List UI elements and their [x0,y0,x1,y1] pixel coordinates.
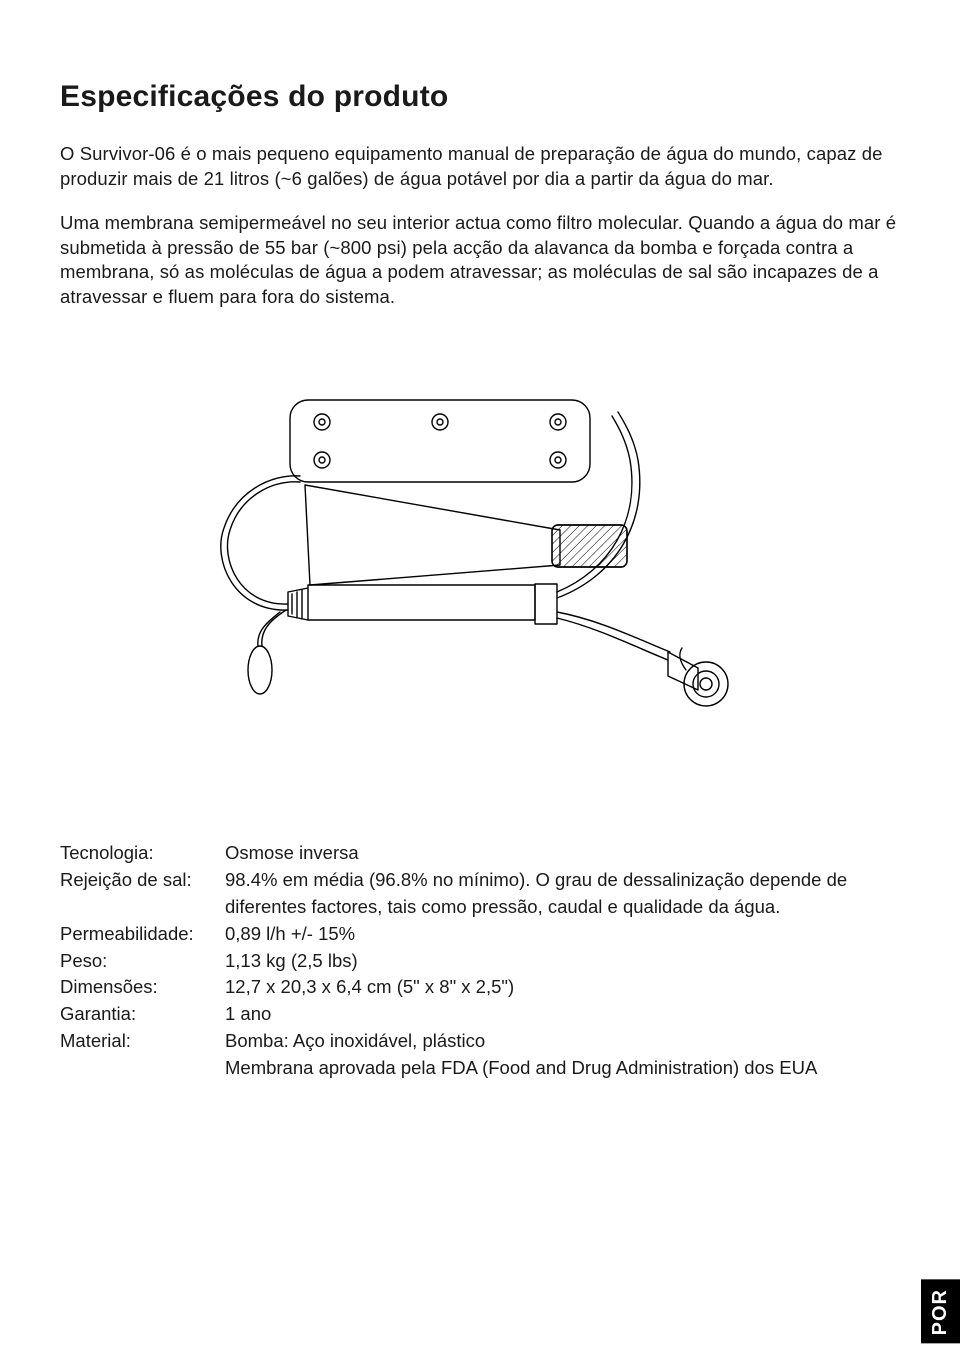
spec-value-material: Bomba: Aço inoxidável, plástico Membrana… [225,1028,900,1082]
spec-row: Material: Bomba: Aço inoxidável, plástic… [60,1028,900,1082]
spec-row: Peso: 1,13 kg (2,5 lbs) [60,948,900,975]
product-diagram [60,370,900,750]
spec-label-tecnologia: Tecnologia: [60,840,225,867]
spec-label-peso: Peso: [60,948,225,975]
spec-value-tecnologia: Osmose inversa [225,840,900,867]
spec-value-rejeicao: 98.4% em média (96.8% no mínimo). O grau… [225,867,900,921]
spec-row: Permeabilidade: 0,89 l/h +/- 15% [60,921,900,948]
spec-row: Rejeição de sal: 98.4% em média (96.8% n… [60,867,900,921]
spec-value-dimensoes: 12,7 x 20,3 x 6,4 cm (5" x 8" x 2,5") [225,974,900,1001]
spec-label-garantia: Garantia: [60,1001,225,1028]
spec-value-peso: 1,13 kg (2,5 lbs) [225,948,900,975]
spec-label-rejeicao: Rejeição de sal: [60,867,225,894]
spec-value-permeabilidade: 0,89 l/h +/- 15% [225,921,900,948]
specs-list: Tecnologia: Osmose inversa Rejeição de s… [60,840,900,1081]
spec-label-permeabilidade: Permeabilidade: [60,921,225,948]
spec-row: Tecnologia: Osmose inversa [60,840,900,867]
intro-paragraph-1: O Survivor-06 é o mais pequeno equipamen… [60,142,900,192]
language-tab: POR [921,1279,960,1343]
page-title: Especificações do produto [60,80,900,114]
spec-row: Dimensões: 12,7 x 20,3 x 6,4 cm (5" x 8"… [60,974,900,1001]
pump-diagram-svg [200,370,760,750]
spec-row: Garantia: 1 ano [60,1001,900,1028]
intro-paragraph-2: Uma membrana semipermeável no seu interi… [60,211,900,311]
spec-label-dimensoes: Dimensões: [60,974,225,1001]
spec-value-garantia: 1 ano [225,1001,900,1028]
spec-label-material: Material: [60,1028,225,1055]
